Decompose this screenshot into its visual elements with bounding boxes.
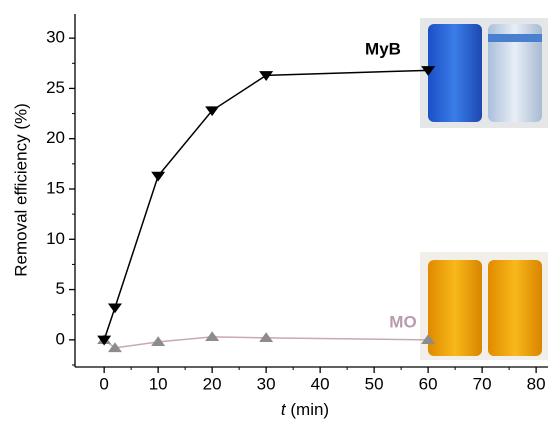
x-tick-label: 40 [311,374,330,393]
y-tick-label: 25 [46,78,65,97]
marker [108,303,122,313]
y-tick-label: 0 [56,329,65,348]
x-axis-label: t (min) [281,400,329,419]
y-tick-label: 30 [46,28,65,47]
series-label: MyB [365,39,401,58]
marker [259,71,273,81]
x-tick-label: 0 [99,374,108,393]
y-tick-label: 10 [46,229,65,248]
x-tick-label: 70 [473,374,492,393]
x-tick-label: 80 [527,374,546,393]
marker [205,106,219,116]
series-label: MO [389,312,416,331]
x-tick-label: 60 [419,374,438,393]
y-tick-label: 15 [46,178,65,197]
x-tick-label: 50 [365,374,384,393]
photo-mo [420,252,548,360]
marker [151,172,165,182]
y-tick-label: 20 [46,128,65,147]
chart: Removal efficiency (%) t (min) 0 5 10 15 20 2… [0,0,552,425]
series-line [104,70,428,340]
y-axis-label: Removal efficiency (%) [11,103,30,277]
x-axis-unit: (min) [290,400,329,419]
y-tick-label: 5 [56,279,65,298]
x-tick-label: 10 [149,374,168,393]
x-tick-label: 20 [203,374,222,393]
marker [205,331,219,341]
photo-myb [420,18,548,128]
x-axis-var: t [281,400,287,419]
x-tick-label: 30 [257,374,276,393]
